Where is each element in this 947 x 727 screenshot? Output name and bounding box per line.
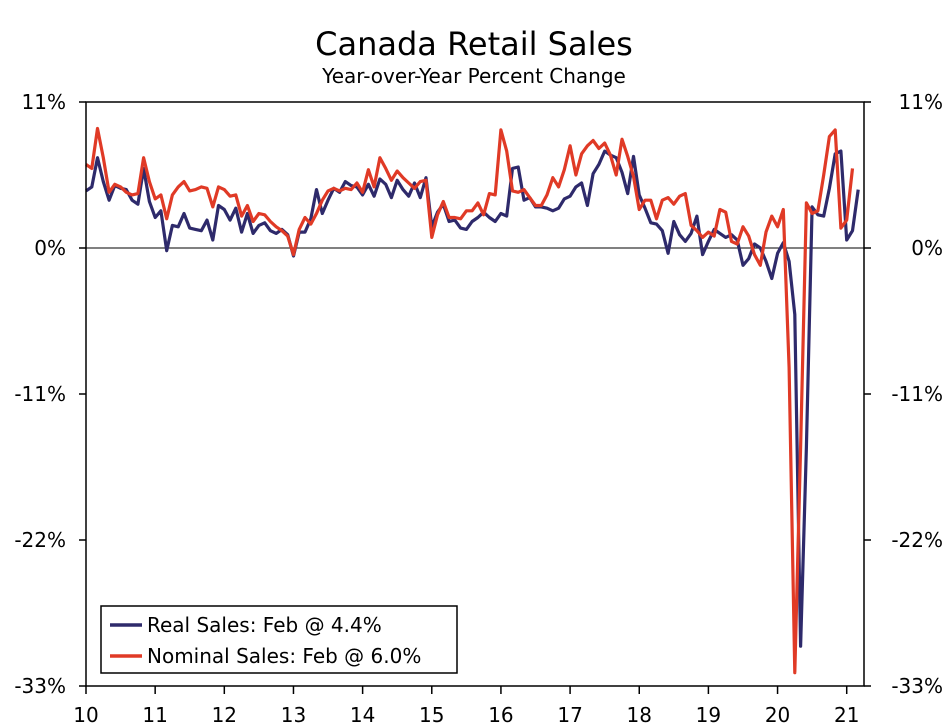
y-tick-label-left: -22% <box>14 528 66 552</box>
legend-label-real: Real Sales: Feb @ 4.4% <box>147 613 382 637</box>
y-tick-label-left: 11% <box>22 90 66 114</box>
y-tick-label-right: -11% <box>891 382 943 406</box>
series-line-nominal <box>85 126 855 675</box>
x-tick-label: 11 <box>142 703 167 727</box>
y-axis-ticks: 11% 11% 0% 0% -11% -11% -22% -22% -33% -33% <box>14 90 943 698</box>
x-tick-label: 17 <box>557 703 582 727</box>
series-lines <box>85 126 860 675</box>
y-tick-label-left: -11% <box>14 382 66 406</box>
x-tick-label: 21 <box>834 703 859 727</box>
x-tick-label: 14 <box>350 703 375 727</box>
x-tick-label: 15 <box>419 703 444 727</box>
legend-box <box>100 605 458 674</box>
chart-title: Canada Retail Sales <box>315 25 633 63</box>
legend: Real Sales: Feb @ 4.4% Nominal Sales: Fe… <box>100 605 458 674</box>
chart-subtitle: Year-over-Year Percent Change <box>321 64 626 88</box>
y-tick-label-right: -22% <box>891 528 943 552</box>
x-tick-label: 20 <box>765 703 790 727</box>
x-tick-label: 18 <box>627 703 652 727</box>
y-tick-label-left: -33% <box>14 674 66 698</box>
y-tick-label-right: 11% <box>899 90 943 114</box>
x-tick-label: 10 <box>73 703 98 727</box>
x-tick-label: 16 <box>488 703 513 727</box>
y-tick-label-right: -33% <box>891 674 943 698</box>
x-tick-label: 12 <box>212 703 237 727</box>
x-tick-label: 13 <box>281 703 306 727</box>
x-axis-ticks: 10 11 12 13 14 15 16 17 18 19 20 21 <box>73 686 859 727</box>
y-tick-label-right: 0% <box>911 236 943 260</box>
plot-frame <box>85 101 865 687</box>
y-tick-label-left: 0% <box>34 236 66 260</box>
legend-label-nominal: Nominal Sales: Feb @ 6.0% <box>147 644 421 668</box>
x-tick-label: 19 <box>696 703 721 727</box>
